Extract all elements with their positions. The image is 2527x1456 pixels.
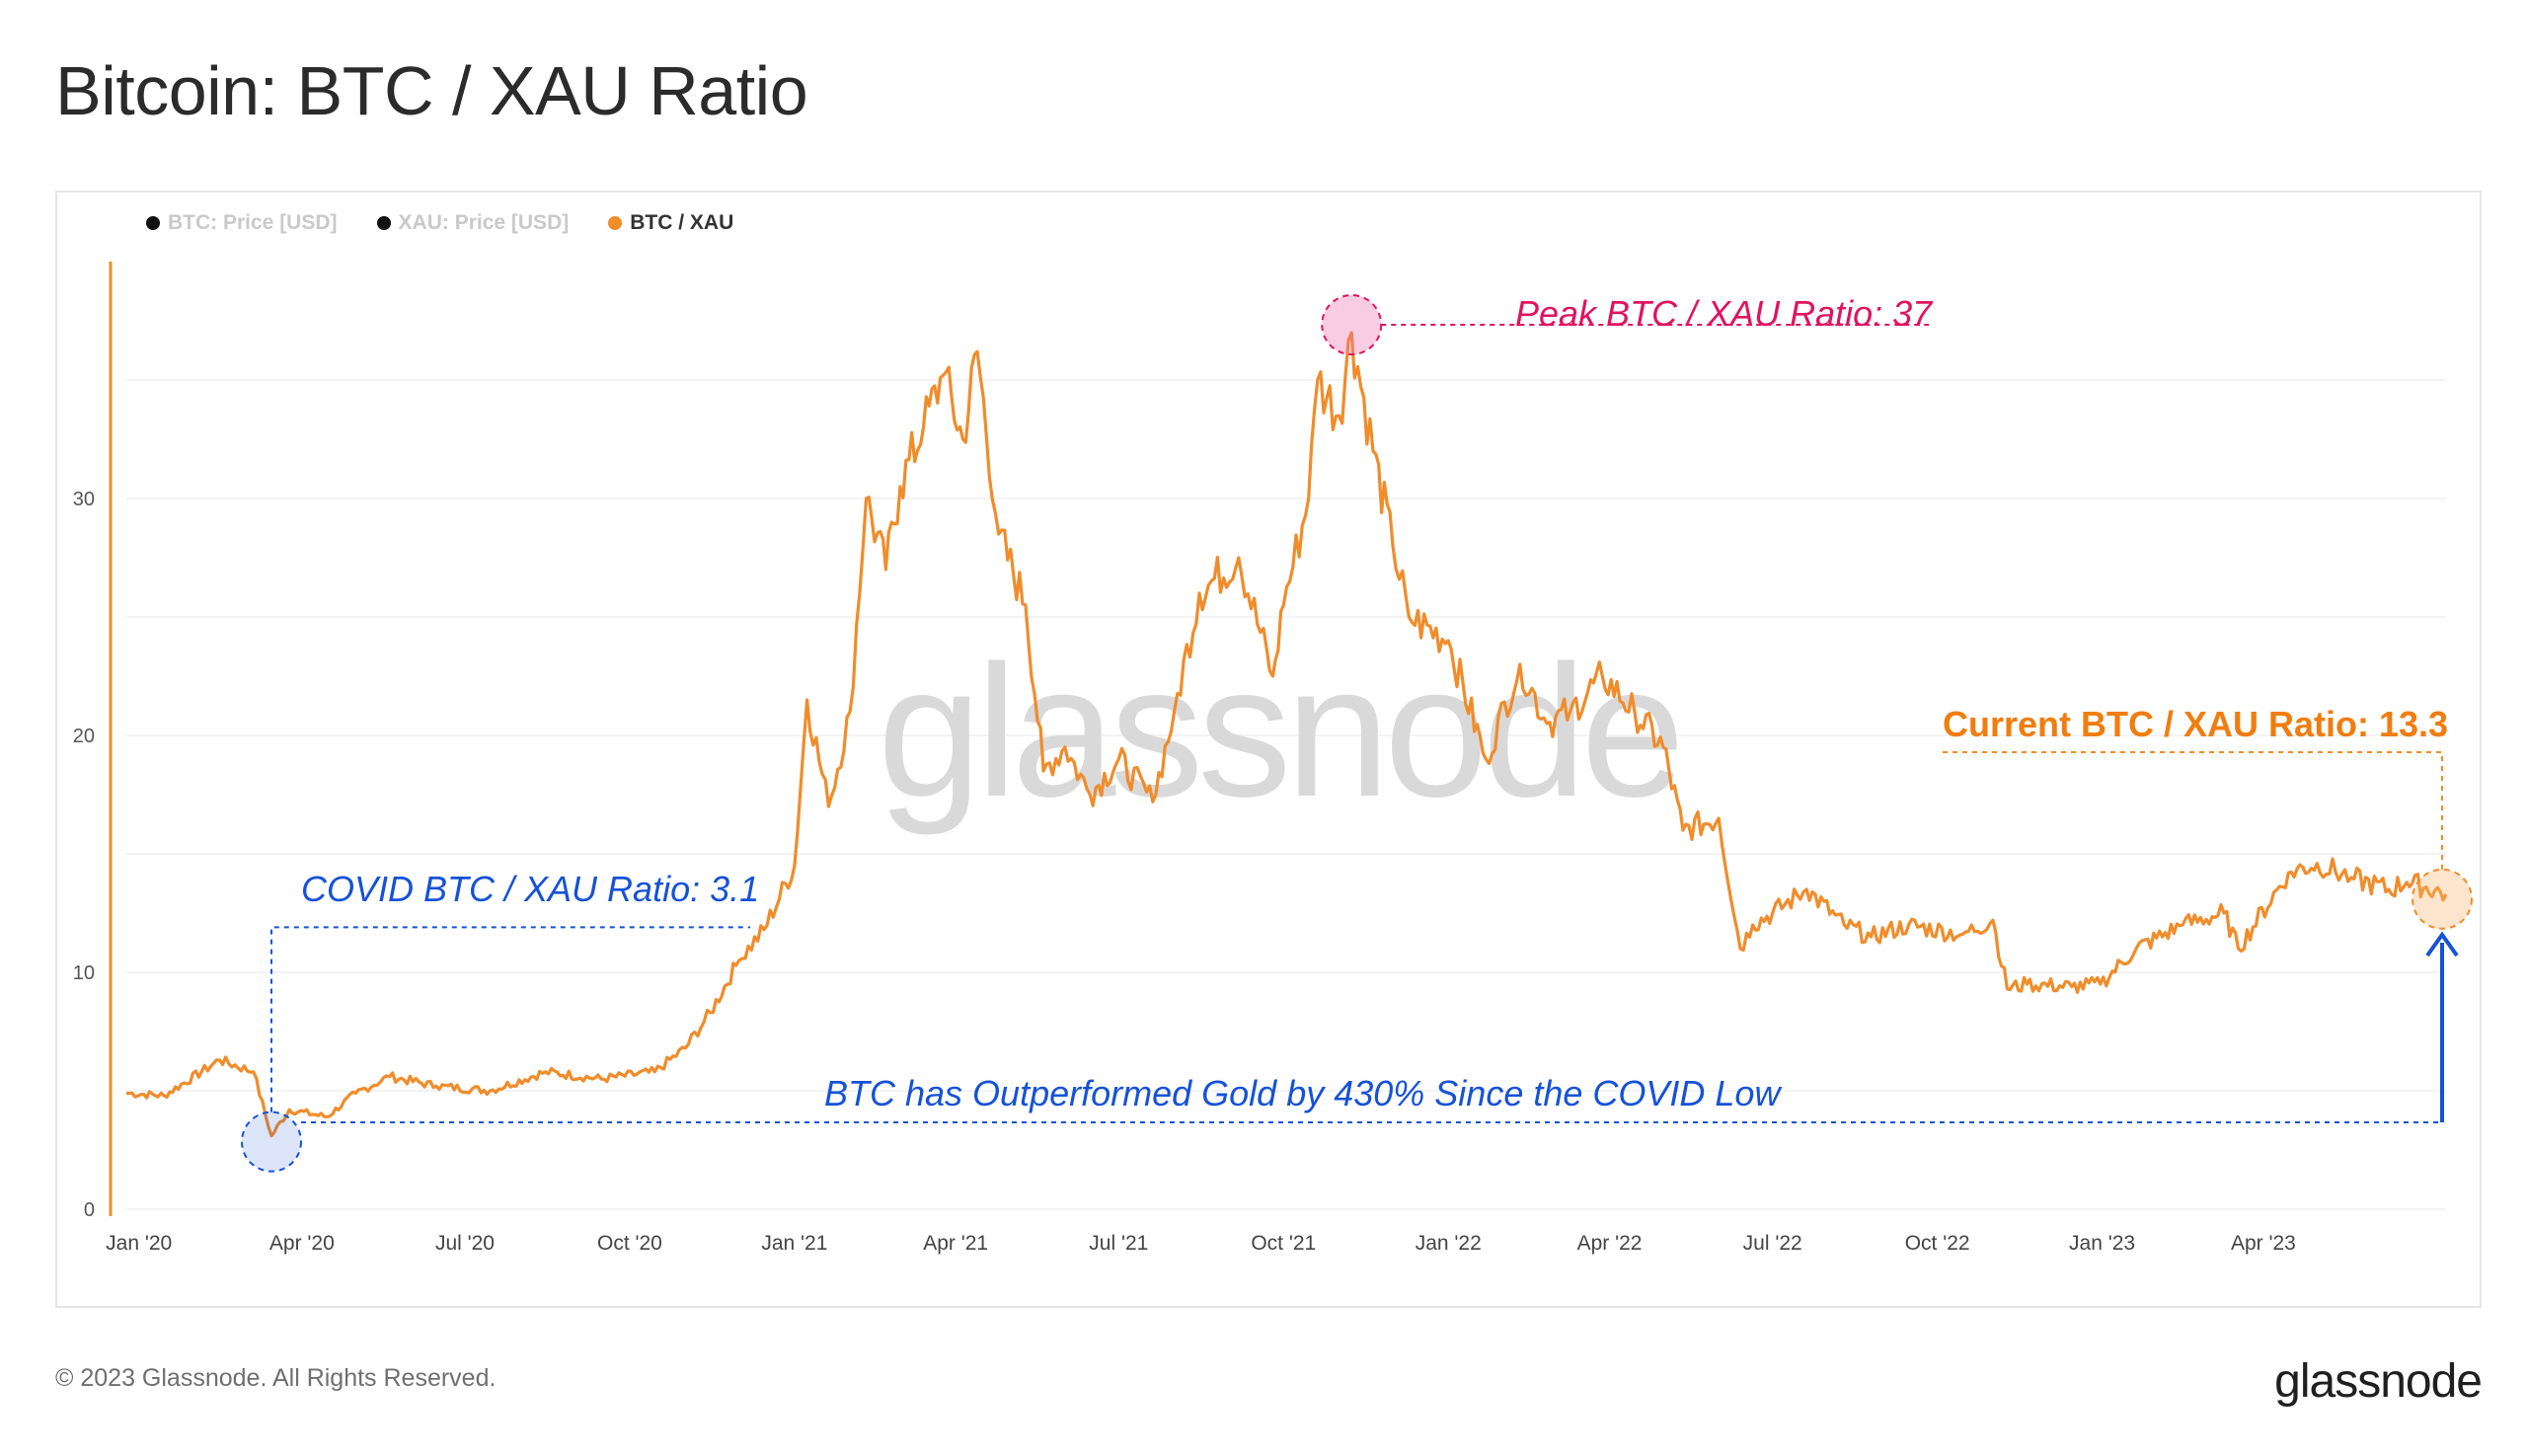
y-tick-label: 30 xyxy=(73,489,95,510)
y-tick-labels: 0 10 20 30 xyxy=(73,489,95,1221)
current-marker xyxy=(2412,868,2473,930)
grid-lines xyxy=(126,379,2446,1210)
chart-legend: BTC: Price [USD] XAU: Price [USD] BTC / … xyxy=(146,211,733,235)
legend-label: XAU: Price [USD] xyxy=(398,211,570,234)
x-tick-label: Jan '20 xyxy=(106,1232,172,1255)
x-tick-label: Apr '20 xyxy=(269,1232,335,1255)
covid-annotation-label: COVID BTC / XAU Ratio: 3.1 xyxy=(301,869,759,909)
copyright-footer: © 2023 Glassnode. All Rights Reserved. xyxy=(55,1364,497,1392)
brand-logo: glassnode xyxy=(2274,1355,2483,1408)
peak-annotation-label: Peak BTC / XAU Ratio: 37 xyxy=(1515,293,1934,334)
covid-low-marker xyxy=(240,1111,302,1173)
legend-label: BTC / XAU xyxy=(630,211,734,234)
x-tick-label: Jul '20 xyxy=(435,1232,495,1255)
x-tick-label: Jan '23 xyxy=(2069,1232,2135,1255)
legend-dot-icon xyxy=(376,216,391,230)
series-line-btc-xau xyxy=(125,331,2448,1138)
annotations: COVID BTC / XAU Ratio: 3.1 Peak BTC / XAU… xyxy=(240,293,2473,1173)
legend-label: BTC: Price [USD] xyxy=(168,211,338,234)
watermark: glassnode xyxy=(878,627,1679,836)
outperformance-annotation-label: BTC has Outperformed Gold by 430% Since … xyxy=(824,1073,1782,1113)
x-tick-label: Oct '21 xyxy=(1251,1232,1316,1255)
y-tick-label: 20 xyxy=(73,726,95,747)
legend-dot-icon xyxy=(608,216,623,230)
covid-leader-line xyxy=(269,926,750,1112)
y-tick-label: 0 xyxy=(84,1199,95,1221)
legend-item-btc-price[interactable]: BTC: Price [USD] xyxy=(146,211,338,235)
up-arrow-icon xyxy=(2425,931,2459,958)
legend-dot-icon xyxy=(146,216,160,230)
x-tick-label: Jan '22 xyxy=(1416,1232,1482,1255)
legend-item-xau-price[interactable]: XAU: Price [USD] xyxy=(376,211,570,235)
peak-marker xyxy=(1321,294,1383,355)
x-tick-labels: Jan '20 Apr '20 Jul '20 Oct '20 Jan '21 Apr '… xyxy=(106,1232,2296,1255)
y-tick-label: 10 xyxy=(73,962,95,984)
x-tick-label: Jul '22 xyxy=(1743,1232,1802,1255)
x-tick-label: Oct '22 xyxy=(1905,1232,1970,1255)
x-tick-label: Jul '21 xyxy=(1089,1232,1148,1255)
x-tick-label: Oct '20 xyxy=(597,1232,662,1255)
x-tick-label: Apr '23 xyxy=(2231,1232,2296,1255)
legend-item-btc-xau[interactable]: BTC / XAU xyxy=(608,211,733,235)
current-annotation-label: Current BTC / XAU Ratio: 13.3 xyxy=(1943,704,2448,744)
page-title: Bitcoin: BTC / XAU Ratio xyxy=(55,52,808,129)
current-leader-line xyxy=(1943,751,2443,870)
x-tick-label: Jan '21 xyxy=(761,1232,827,1255)
x-tick-label: Apr '21 xyxy=(923,1232,988,1255)
x-tick-label: Apr '22 xyxy=(1577,1232,1643,1255)
